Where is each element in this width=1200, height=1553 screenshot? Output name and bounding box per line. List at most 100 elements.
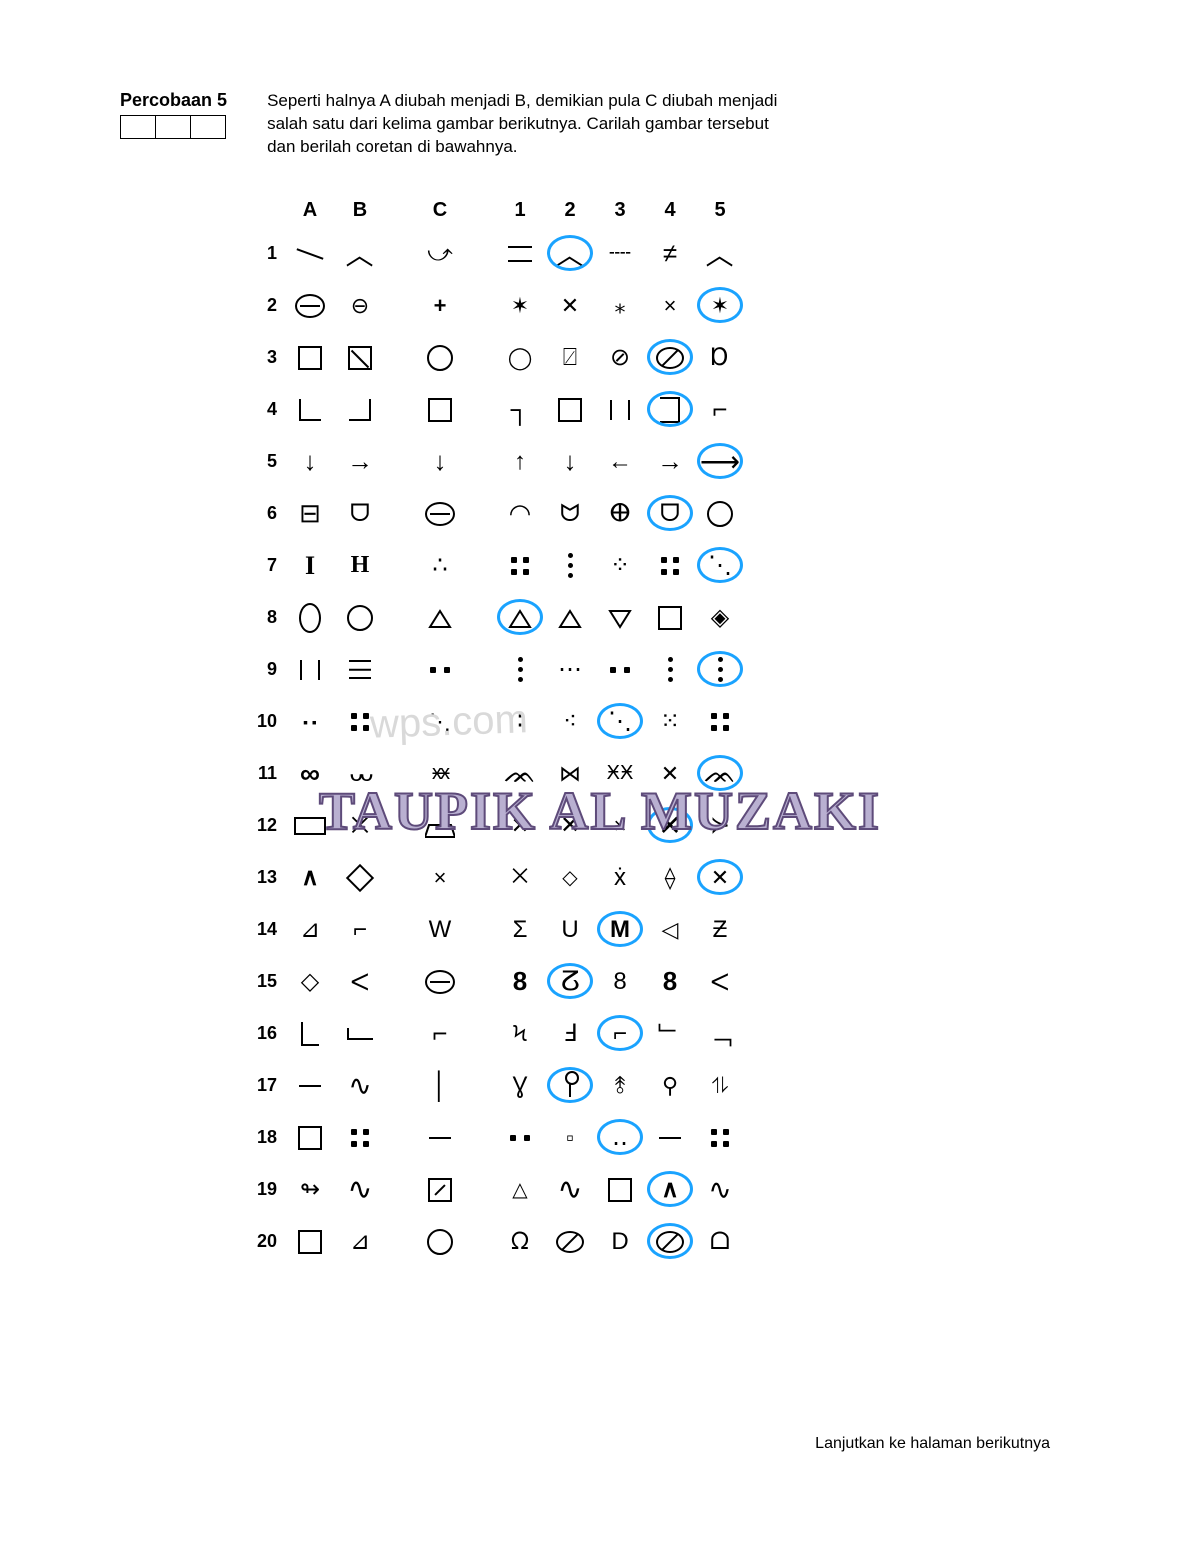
option-cell[interactable]: Ƶ <box>695 909 745 951</box>
option-cell[interactable] <box>695 1117 745 1159</box>
option-cell[interactable] <box>545 545 595 587</box>
option-cell[interactable]: ✕ <box>545 285 595 327</box>
option-cell[interactable]: ﹂ <box>645 1013 695 1055</box>
option-cell[interactable] <box>545 389 595 431</box>
option-cell[interactable]: ∧ <box>645 1169 695 1211</box>
option-cell[interactable]: Ɣ <box>495 1065 545 1107</box>
option-cell[interactable]: ◁ <box>645 909 695 951</box>
option-cell[interactable]: ⋯ <box>545 649 595 691</box>
option-cell[interactable]: ẋ <box>595 857 645 899</box>
option-cell[interactable]: ◠ <box>495 493 545 535</box>
option-cell[interactable] <box>495 649 545 691</box>
option-cell[interactable]: ⊘ <box>595 337 645 379</box>
option-cell[interactable]: D <box>595 1221 645 1263</box>
option-cell[interactable]: ✕ <box>645 805 695 847</box>
option-cell[interactable]: ᨏ <box>695 753 745 795</box>
option-cell[interactable]: ⋈ <box>545 753 595 795</box>
option-cell[interactable]: ⟠ <box>645 857 695 899</box>
option-cell[interactable]: △ <box>495 1169 545 1211</box>
option-cell[interactable]: ᗜ <box>645 493 695 535</box>
option-cell[interactable]: ≻ <box>695 805 745 847</box>
option-cell[interactable]: ↓ <box>545 441 595 483</box>
option-cell[interactable] <box>595 649 645 691</box>
option-cell[interactable]: ⋱ <box>695 545 745 587</box>
option-cell[interactable]: × <box>645 285 695 327</box>
option-cell[interactable]: ✶ <box>695 285 745 327</box>
option-cell[interactable] <box>695 701 745 743</box>
option-cell[interactable]: ▫ <box>545 1117 595 1159</box>
option-cell[interactable]: ᗝ <box>695 1221 745 1263</box>
option-cell[interactable]: ⋱ <box>595 701 645 743</box>
option-cell[interactable] <box>645 597 695 639</box>
option-cell[interactable] <box>695 649 745 691</box>
option-cell[interactable]: ≠ <box>645 233 695 275</box>
option-cell[interactable]: 8 <box>495 961 545 1003</box>
option-cell[interactable]: 8 <box>645 961 695 1003</box>
option-cell[interactable]: ᘯ <box>495 1221 545 1263</box>
option-cell[interactable]: 〈 <box>545 233 595 275</box>
option-cell[interactable]: ⨉ <box>495 857 545 899</box>
option-cell[interactable] <box>595 597 645 639</box>
option-cell[interactable] <box>495 597 545 639</box>
option-cell[interactable] <box>645 389 695 431</box>
option-cell[interactable]: ✕ <box>495 805 545 847</box>
option-cell[interactable]: ✶ <box>495 285 545 327</box>
option-cell[interactable]: ✕ <box>695 857 745 899</box>
option-cell[interactable] <box>545 1221 595 1263</box>
option-cell[interactable] <box>645 1221 695 1263</box>
option-cell[interactable] <box>495 1117 545 1159</box>
option-cell[interactable]: Ⅎ <box>545 1013 595 1055</box>
option-cell[interactable] <box>645 1117 695 1159</box>
option-cell[interactable] <box>545 597 595 639</box>
option-cell[interactable] <box>595 389 645 431</box>
option-cell[interactable]: ⥉ <box>595 1065 645 1107</box>
option-cell[interactable]: ∿ <box>695 1169 745 1211</box>
option-cell[interactable]: ∿ <box>545 1169 595 1211</box>
option-cell[interactable]: 8 <box>595 961 645 1003</box>
option-cell[interactable]: ← <box>595 441 645 483</box>
option-cell[interactable]: ﹁ <box>695 1013 745 1055</box>
option-cell[interactable]: Ɒ <box>695 337 745 379</box>
option-cell[interactable]: ✕ <box>545 805 595 847</box>
option-cell[interactable]: ⁖ <box>545 701 595 743</box>
option-cell[interactable]: ✕ <box>645 753 695 795</box>
option-cell[interactable]: ╌╌ <box>595 233 645 275</box>
option-cell[interactable]: ‥ <box>595 1117 645 1159</box>
answer-box[interactable] <box>120 115 156 139</box>
option-cell[interactable]: ⍁ <box>545 337 595 379</box>
option-cell[interactable]: ᗢ <box>545 493 595 535</box>
answer-box[interactable] <box>191 115 226 139</box>
option-cell[interactable]: M <box>595 909 645 951</box>
option-cell[interactable]: ⁎ <box>595 285 645 327</box>
option-cell[interactable]: U <box>545 909 595 951</box>
option-cell[interactable] <box>495 545 545 587</box>
option-cell[interactable]: ⌐ <box>695 389 745 431</box>
option-cell[interactable]: ◈ <box>695 597 745 639</box>
option-cell[interactable]: 〈 <box>695 233 745 275</box>
option-cell[interactable] <box>695 493 745 535</box>
option-cell[interactable]: Ϟ <box>495 1013 545 1055</box>
option-cell[interactable]: → <box>645 441 695 483</box>
option-cell[interactable] <box>545 1065 595 1107</box>
option-cell[interactable]: ᨏ <box>495 753 545 795</box>
answer-box[interactable] <box>156 115 191 139</box>
option-cell[interactable]: ⁙ <box>645 701 695 743</box>
option-cell[interactable] <box>645 545 695 587</box>
option-cell[interactable]: ⟶ <box>695 441 745 483</box>
option-cell[interactable]: ⵦ <box>695 961 745 1003</box>
option-cell[interactable] <box>595 1169 645 1211</box>
option-cell[interactable]: ⵒ <box>545 961 595 1003</box>
option-cell[interactable]: ┐ <box>495 389 545 431</box>
option-cell[interactable]: ⌐ <box>595 1013 645 1055</box>
option-cell[interactable]: ⁘ <box>595 545 645 587</box>
option-cell[interactable]: ⥮ <box>695 1065 745 1107</box>
option-cell[interactable] <box>645 337 695 379</box>
option-cell[interactable]: ӾӾ <box>595 753 645 795</box>
option-cell[interactable] <box>645 649 695 691</box>
option-cell[interactable]: ⚲ <box>645 1065 695 1107</box>
option-cell[interactable]: ◯ <box>495 337 545 379</box>
option-cell[interactable]: ↑ <box>495 441 545 483</box>
option-cell[interactable]: Σ <box>495 909 545 951</box>
option-cell[interactable]: ∶ <box>495 701 545 743</box>
option-cell[interactable]: ⴲ <box>595 493 645 535</box>
